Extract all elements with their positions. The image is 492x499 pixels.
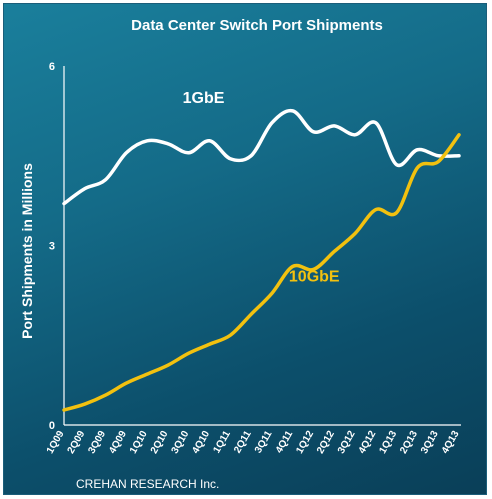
x-tick-label: 1Q09	[45, 429, 67, 456]
y-tick-label: 6	[49, 61, 55, 73]
x-tick-label: 4Q10	[190, 429, 212, 456]
x-tick-label: 3Q11	[253, 429, 275, 456]
series-lines	[62, 108, 461, 412]
x-tick-label: 1Q13	[377, 429, 399, 456]
x-tick-label: 3Q12	[336, 429, 358, 456]
x-tick-label: 2Q09	[66, 429, 88, 456]
x-tick-label: 4Q12	[357, 429, 379, 456]
y-tick-label: 3	[49, 241, 55, 253]
x-tick-label: 2Q13	[398, 429, 420, 456]
series-label-1gbe: 1GbE	[183, 90, 225, 107]
x-tick-label: 1Q11	[211, 429, 233, 456]
x-tick-label: 3Q09	[86, 429, 108, 456]
axes	[63, 66, 461, 426]
x-tick-label: 4Q09	[107, 429, 129, 456]
x-tick-label: 4Q11	[274, 429, 296, 456]
y-tick-labels: 0 3 6	[49, 61, 55, 432]
x-tick-label: 1Q10	[128, 429, 150, 456]
chart-title: Data Center Switch Port Shipments	[131, 17, 383, 34]
x-tick-label: 2Q12	[315, 429, 337, 456]
series-labels: 1GbE 10GbE	[183, 90, 340, 286]
x-tick-label: 2Q11	[232, 429, 254, 456]
x-tick-labels: 1Q09 2Q09 3Q09 4Q09 1Q10 2Q10 3Q10 4Q10 1Q11 2Q11…	[45, 429, 462, 456]
y-axis-label: Port Shipments in Millions	[19, 163, 35, 339]
series-line-1gbe	[62, 108, 461, 206]
x-tick-label: 4Q13	[440, 429, 462, 456]
series-line-10gbe	[62, 133, 461, 412]
chart-frame: Data Center Switch Port Shipments 0 3 6 1Q…	[3, 3, 487, 495]
x-tick-label: 2Q10	[149, 429, 171, 456]
line-chart: Data Center Switch Port Shipments 0 3 6 1Q…	[19, 17, 462, 491]
x-tick-label: 3Q13	[419, 429, 441, 456]
source-credit: CREHAN RESEARCH Inc.	[76, 477, 219, 491]
x-tick-label: 1Q12	[294, 429, 316, 456]
x-tick-label: 3Q10	[170, 429, 192, 456]
series-label-10gbe: 10GbE	[289, 268, 340, 285]
y-tick-label: 0	[49, 420, 55, 432]
